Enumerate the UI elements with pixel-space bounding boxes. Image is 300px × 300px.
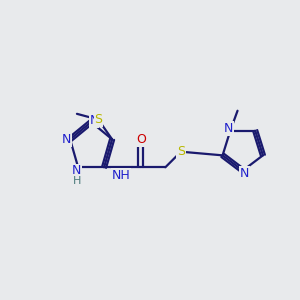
Text: NH: NH [112,169,130,182]
Text: N: N [62,133,71,146]
Text: H: H [73,176,81,186]
Text: N: N [239,167,249,180]
Text: S: S [94,113,102,126]
Text: N: N [89,114,99,127]
Text: N: N [72,164,81,177]
Text: N: N [224,122,233,135]
Text: S: S [177,145,185,158]
Text: O: O [136,133,146,146]
